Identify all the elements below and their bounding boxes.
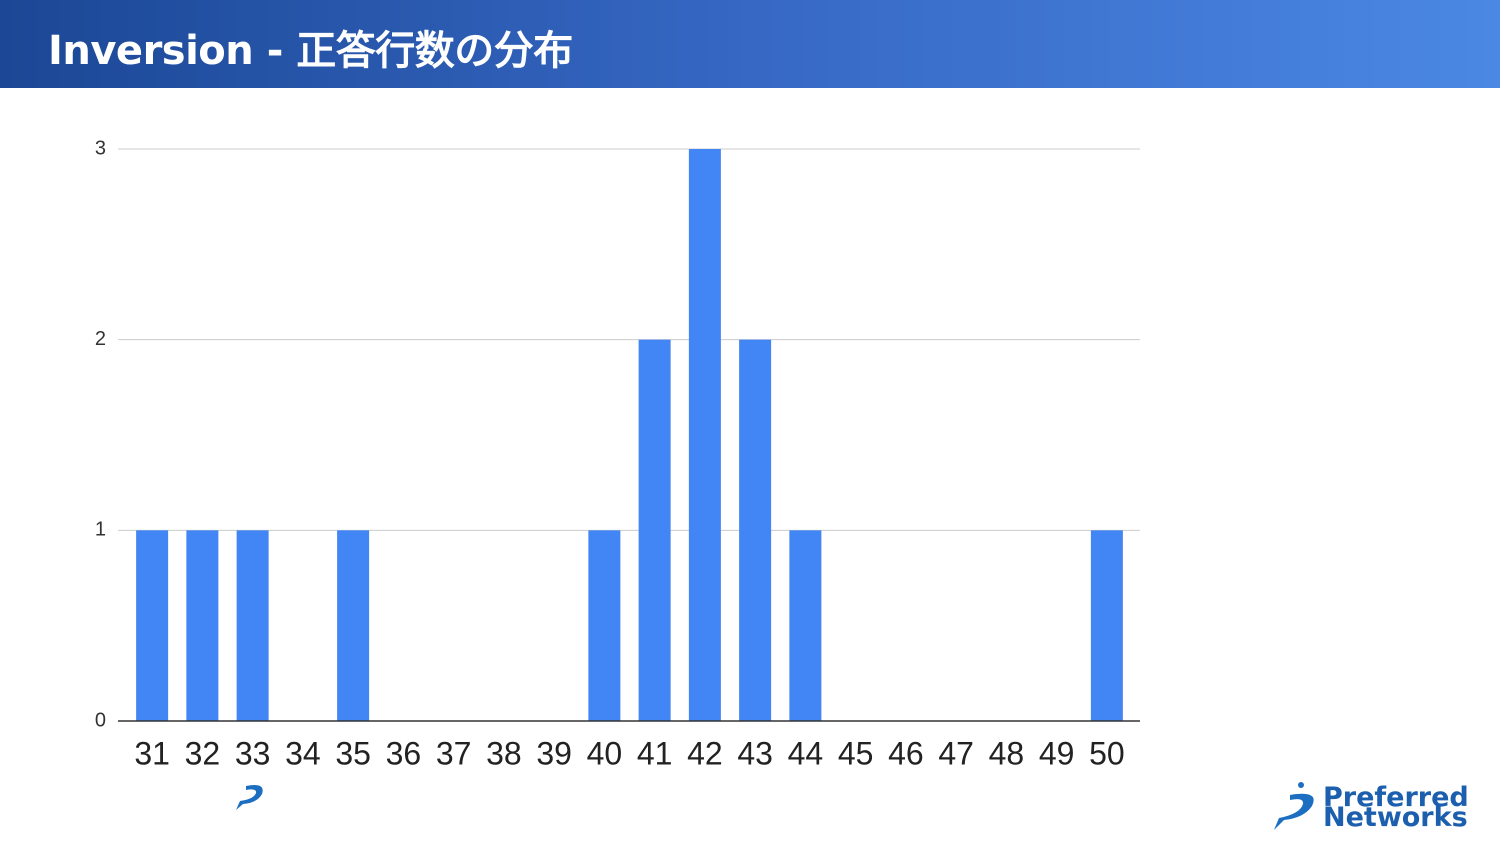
bar <box>588 530 621 721</box>
x-tick-label: 48 <box>989 735 1025 771</box>
x-tick-label: 34 <box>285 735 321 771</box>
x-tick-label: 43 <box>737 735 773 771</box>
bar <box>638 339 671 721</box>
logo-text: Preferred <box>1323 782 1469 813</box>
bar <box>739 339 772 721</box>
x-tick-label: 42 <box>687 735 723 771</box>
logo-mark <box>236 782 1314 830</box>
bar <box>186 530 219 721</box>
x-tick-label: 35 <box>335 735 371 771</box>
bar <box>337 530 370 721</box>
x-tick-label: 37 <box>436 735 472 771</box>
x-tick-label: 47 <box>938 735 974 771</box>
y-tick-label: 1 <box>95 519 106 541</box>
x-tick-label: 50 <box>1089 735 1125 771</box>
x-tick-label: 40 <box>587 735 623 771</box>
x-tick-label: 44 <box>788 735 824 771</box>
x-tick-label: 46 <box>888 735 924 771</box>
bar <box>789 530 822 721</box>
x-tick-label: 33 <box>235 735 271 771</box>
header-bar: Inversion - 正答行数の分布 <box>0 0 1500 88</box>
logo-text: Networks <box>1323 802 1468 833</box>
bar <box>1090 530 1123 721</box>
x-tick-label: 39 <box>536 735 572 771</box>
y-tick-label: 0 <box>95 709 106 731</box>
x-tick-label: 36 <box>386 735 422 771</box>
bar <box>688 149 721 721</box>
x-tick-label: 31 <box>134 735 170 771</box>
x-tick-label: 38 <box>486 735 522 771</box>
x-tick-label: 32 <box>185 735 221 771</box>
bar <box>136 530 169 721</box>
x-tick-label: 49 <box>1039 735 1075 771</box>
y-tick-label: 3 <box>95 137 106 159</box>
y-tick-label: 2 <box>95 328 106 350</box>
slide-title: Inversion - 正答行数の分布 <box>48 28 573 74</box>
bar <box>236 530 269 721</box>
x-tick-label: 41 <box>637 735 673 771</box>
x-tick-label: 45 <box>838 735 874 771</box>
